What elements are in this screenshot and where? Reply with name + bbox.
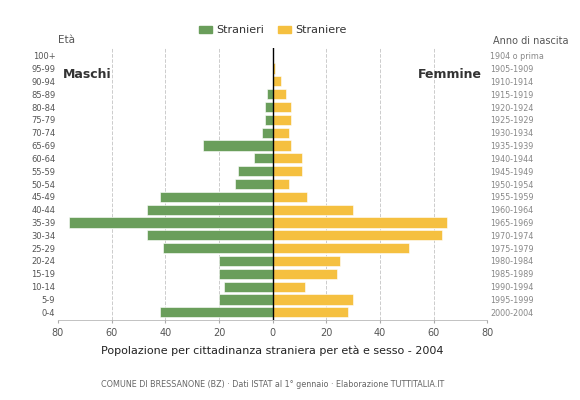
Text: Età: Età <box>58 36 75 46</box>
Bar <box>160 192 273 202</box>
Bar <box>69 217 273 228</box>
Text: Popolazione per cittadinanza straniera per età e sesso - 2004: Popolazione per cittadinanza straniera p… <box>102 346 444 356</box>
Bar <box>273 243 409 253</box>
Text: Femmine: Femmine <box>418 68 482 82</box>
Bar <box>147 230 273 240</box>
Bar <box>273 256 340 266</box>
Bar <box>273 128 289 138</box>
Bar <box>273 102 291 112</box>
Bar <box>219 294 273 305</box>
Bar <box>273 282 305 292</box>
Bar <box>273 307 348 318</box>
Bar <box>264 102 273 112</box>
Bar <box>254 153 273 164</box>
Bar <box>273 230 441 240</box>
Bar <box>273 63 275 74</box>
Bar <box>273 166 302 176</box>
Bar <box>203 140 273 151</box>
Bar <box>219 269 273 279</box>
Bar <box>238 166 273 176</box>
Bar <box>273 192 307 202</box>
Bar <box>273 140 291 151</box>
Text: Maschi: Maschi <box>63 68 112 82</box>
Bar <box>262 128 273 138</box>
Text: Anno di nascita: Anno di nascita <box>493 36 568 46</box>
Bar <box>273 89 286 99</box>
Bar <box>147 204 273 215</box>
Bar <box>264 115 273 125</box>
Bar <box>267 89 273 99</box>
Bar <box>273 179 289 189</box>
Legend: Stranieri, Straniere: Stranieri, Straniere <box>194 21 351 40</box>
Bar <box>224 282 273 292</box>
Bar <box>162 243 273 253</box>
Bar <box>160 307 273 318</box>
Bar <box>235 179 273 189</box>
Bar <box>273 204 353 215</box>
Bar <box>273 269 337 279</box>
Bar <box>273 217 447 228</box>
Bar <box>273 153 302 164</box>
Bar <box>273 115 291 125</box>
Bar <box>273 76 281 86</box>
Text: COMUNE DI BRESSANONE (BZ) · Dati ISTAT al 1° gennaio · Elaborazione TUTTITALIA.I: COMUNE DI BRESSANONE (BZ) · Dati ISTAT a… <box>101 380 444 389</box>
Bar <box>219 256 273 266</box>
Bar <box>273 294 353 305</box>
